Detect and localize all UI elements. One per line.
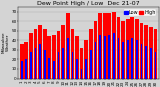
Bar [39, 44, 41, 79]
Bar [132, 38, 133, 79]
Bar [29, 33, 33, 79]
Bar [127, 40, 129, 79]
Bar [80, 48, 84, 79]
Bar [98, 13, 102, 79]
Bar [84, 40, 88, 79]
Bar [34, 29, 37, 79]
Bar [113, 33, 115, 79]
Bar [89, 29, 93, 79]
Bar [118, 38, 119, 79]
Bar [85, 59, 87, 79]
Bar [90, 50, 92, 79]
Bar [99, 35, 101, 79]
Bar [136, 40, 138, 79]
Bar [117, 17, 120, 79]
Bar [140, 23, 143, 79]
Bar [25, 59, 27, 79]
Bar [135, 19, 139, 79]
Bar [150, 48, 152, 79]
Bar [58, 52, 59, 79]
Bar [57, 31, 60, 79]
Bar [48, 58, 50, 79]
Bar [53, 61, 55, 79]
Bar [81, 69, 83, 79]
Y-axis label: Milwaukee
Weather: Milwaukee Weather [1, 32, 10, 53]
Bar [126, 19, 130, 79]
Bar [52, 35, 56, 79]
Bar [48, 36, 51, 79]
Bar [149, 27, 153, 79]
Bar [130, 17, 134, 79]
Bar [76, 59, 78, 79]
Bar [43, 29, 47, 79]
Bar [62, 48, 64, 79]
Bar [38, 25, 42, 79]
Bar [153, 29, 157, 79]
Bar [155, 52, 156, 79]
Bar [21, 61, 23, 79]
Title: Dew Point High / Low  Dec 21-07: Dew Point High / Low Dec 21-07 [37, 1, 140, 6]
Bar [144, 25, 148, 79]
Bar [35, 48, 36, 79]
Bar [94, 21, 97, 79]
Bar [121, 21, 125, 79]
Bar [112, 12, 116, 79]
Bar [61, 25, 65, 79]
Bar [107, 13, 111, 79]
Bar [95, 42, 96, 79]
Bar [71, 29, 74, 79]
Bar [145, 46, 147, 79]
Bar [108, 35, 110, 79]
Bar [67, 38, 69, 79]
Bar [44, 50, 46, 79]
Bar [75, 36, 79, 79]
Bar [141, 44, 142, 79]
Bar [20, 44, 24, 79]
Bar [104, 36, 106, 79]
Bar [24, 42, 28, 79]
Bar [72, 52, 73, 79]
Bar [30, 52, 32, 79]
Bar [103, 13, 107, 79]
Bar [122, 42, 124, 79]
Legend: Low, High: Low, High [124, 9, 156, 16]
Bar [66, 13, 70, 79]
